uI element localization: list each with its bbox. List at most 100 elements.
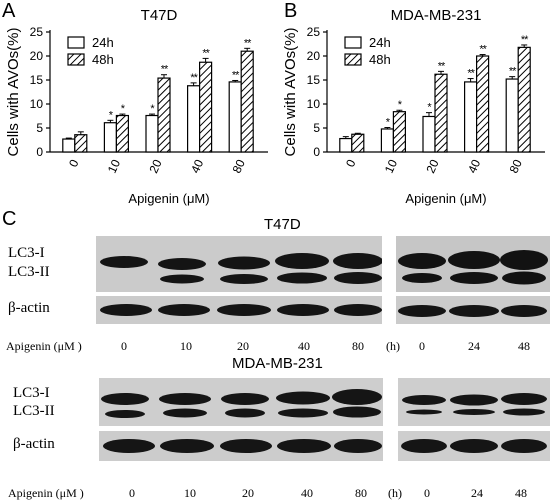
significance-mark: *: [427, 102, 432, 114]
time-label: 48: [515, 486, 527, 500]
y-tick-label: 10: [307, 97, 321, 111]
bar-48h: [476, 55, 490, 153]
dose-label: 40: [298, 339, 310, 353]
band: [220, 439, 272, 453]
x-tick-label: 40: [465, 157, 483, 175]
x-tick-label: 0: [66, 157, 82, 169]
band: [275, 253, 329, 269]
y-tick-label: 5: [36, 121, 43, 135]
legend-swatch: [344, 36, 362, 49]
lc3-ii-label-2: LC3-II: [13, 403, 55, 419]
x-tick-label: 10: [382, 157, 400, 175]
band: [158, 258, 206, 270]
dose-label: 20: [242, 486, 254, 500]
band: [450, 272, 498, 284]
y-axis-label: Cells with AVOs(%): [282, 28, 299, 157]
y-tick-label: 0: [313, 145, 320, 159]
band: [402, 395, 446, 405]
significance-mark: *: [398, 99, 403, 111]
y-tick-label: 25: [307, 25, 321, 39]
band: [402, 273, 442, 283]
y-tick-label: 15: [30, 73, 44, 87]
band: [501, 439, 547, 453]
band: [218, 256, 270, 270]
bar-48h: [199, 61, 213, 153]
significance-mark: **: [202, 47, 210, 59]
beta-actin-label-2: β-actin: [13, 436, 55, 452]
bar-24h: [62, 138, 76, 153]
band: [159, 393, 211, 405]
band: [398, 253, 446, 269]
time-label: 48: [518, 339, 530, 353]
lc3-i-label-1: LC3-I: [8, 245, 45, 261]
y-tick-label: 20: [307, 49, 321, 63]
legend-label: 24h: [92, 35, 114, 50]
band: [334, 272, 382, 284]
band: [217, 304, 271, 316]
mda-actin-blot-time: [398, 431, 550, 461]
x-tick-label: 80: [230, 157, 248, 175]
band: [277, 304, 329, 316]
band: [158, 304, 210, 316]
y-tick-label: 0: [36, 145, 43, 159]
panel-c-label: C: [2, 208, 17, 230]
hours-label: (h): [388, 486, 402, 500]
y-tick-label: 25: [30, 25, 44, 39]
x-tick-label: 20: [423, 157, 441, 175]
band: [449, 305, 499, 317]
dose-prefix-2: Apigenin (μM ): [8, 486, 84, 500]
time-label: 0: [424, 486, 430, 500]
dose-label: 40: [301, 486, 313, 500]
band: [221, 393, 269, 405]
significance-mark: **: [479, 44, 487, 56]
x-tick-label: 10: [105, 157, 123, 175]
bar-48h: [434, 73, 448, 153]
mda-lc3-blot-dose: [99, 378, 383, 426]
bar-24h: [422, 115, 436, 153]
time-label: 24: [471, 486, 483, 500]
legend-label: 24h: [369, 35, 391, 50]
bar-24h: [103, 122, 118, 153]
panel-a-label: A: [2, 0, 16, 22]
x-axis-label: Apigenin (μM): [128, 191, 209, 206]
band: [100, 304, 152, 316]
time-label: 0: [419, 339, 425, 353]
significance-mark: *: [150, 103, 155, 115]
significance-mark: **: [438, 60, 446, 72]
bar-48h: [157, 77, 171, 153]
significance-mark: *: [121, 103, 126, 115]
chart-title: MDA-MB-231: [391, 7, 482, 24]
band: [105, 410, 145, 418]
dose-label: 0: [121, 339, 127, 353]
hours-label: (h): [386, 339, 400, 353]
mda-lc3-blot-time: [398, 378, 550, 426]
bar-24h: [187, 85, 201, 153]
bar-24h: [339, 137, 353, 153]
significance-mark: **: [509, 66, 517, 78]
bar-48h: [115, 114, 130, 153]
band: [501, 393, 547, 405]
x-tick-label: 40: [188, 157, 206, 175]
mda-actin-blot-dose: [99, 431, 383, 461]
t47d-lc3-blot-time: [396, 236, 550, 292]
dose-label: 0: [129, 486, 135, 500]
significance-mark: **: [244, 37, 252, 49]
y-axis-label: Cells with AVOs(%): [5, 28, 22, 157]
bar-48h: [517, 46, 531, 153]
significance-mark: *: [386, 117, 391, 129]
significance-mark: *: [109, 109, 114, 121]
bar-24h: [145, 114, 159, 153]
band: [101, 393, 149, 405]
band: [501, 305, 547, 317]
lc3-i-label-2: LC3-I: [13, 385, 50, 401]
significance-mark: **: [467, 68, 475, 80]
band: [332, 389, 382, 405]
band: [503, 408, 545, 416]
band: [278, 408, 328, 418]
band: [160, 439, 214, 453]
band: [500, 250, 548, 270]
band: [406, 409, 442, 415]
band: [334, 304, 382, 316]
t47d-actin-blot-time: [396, 296, 550, 324]
